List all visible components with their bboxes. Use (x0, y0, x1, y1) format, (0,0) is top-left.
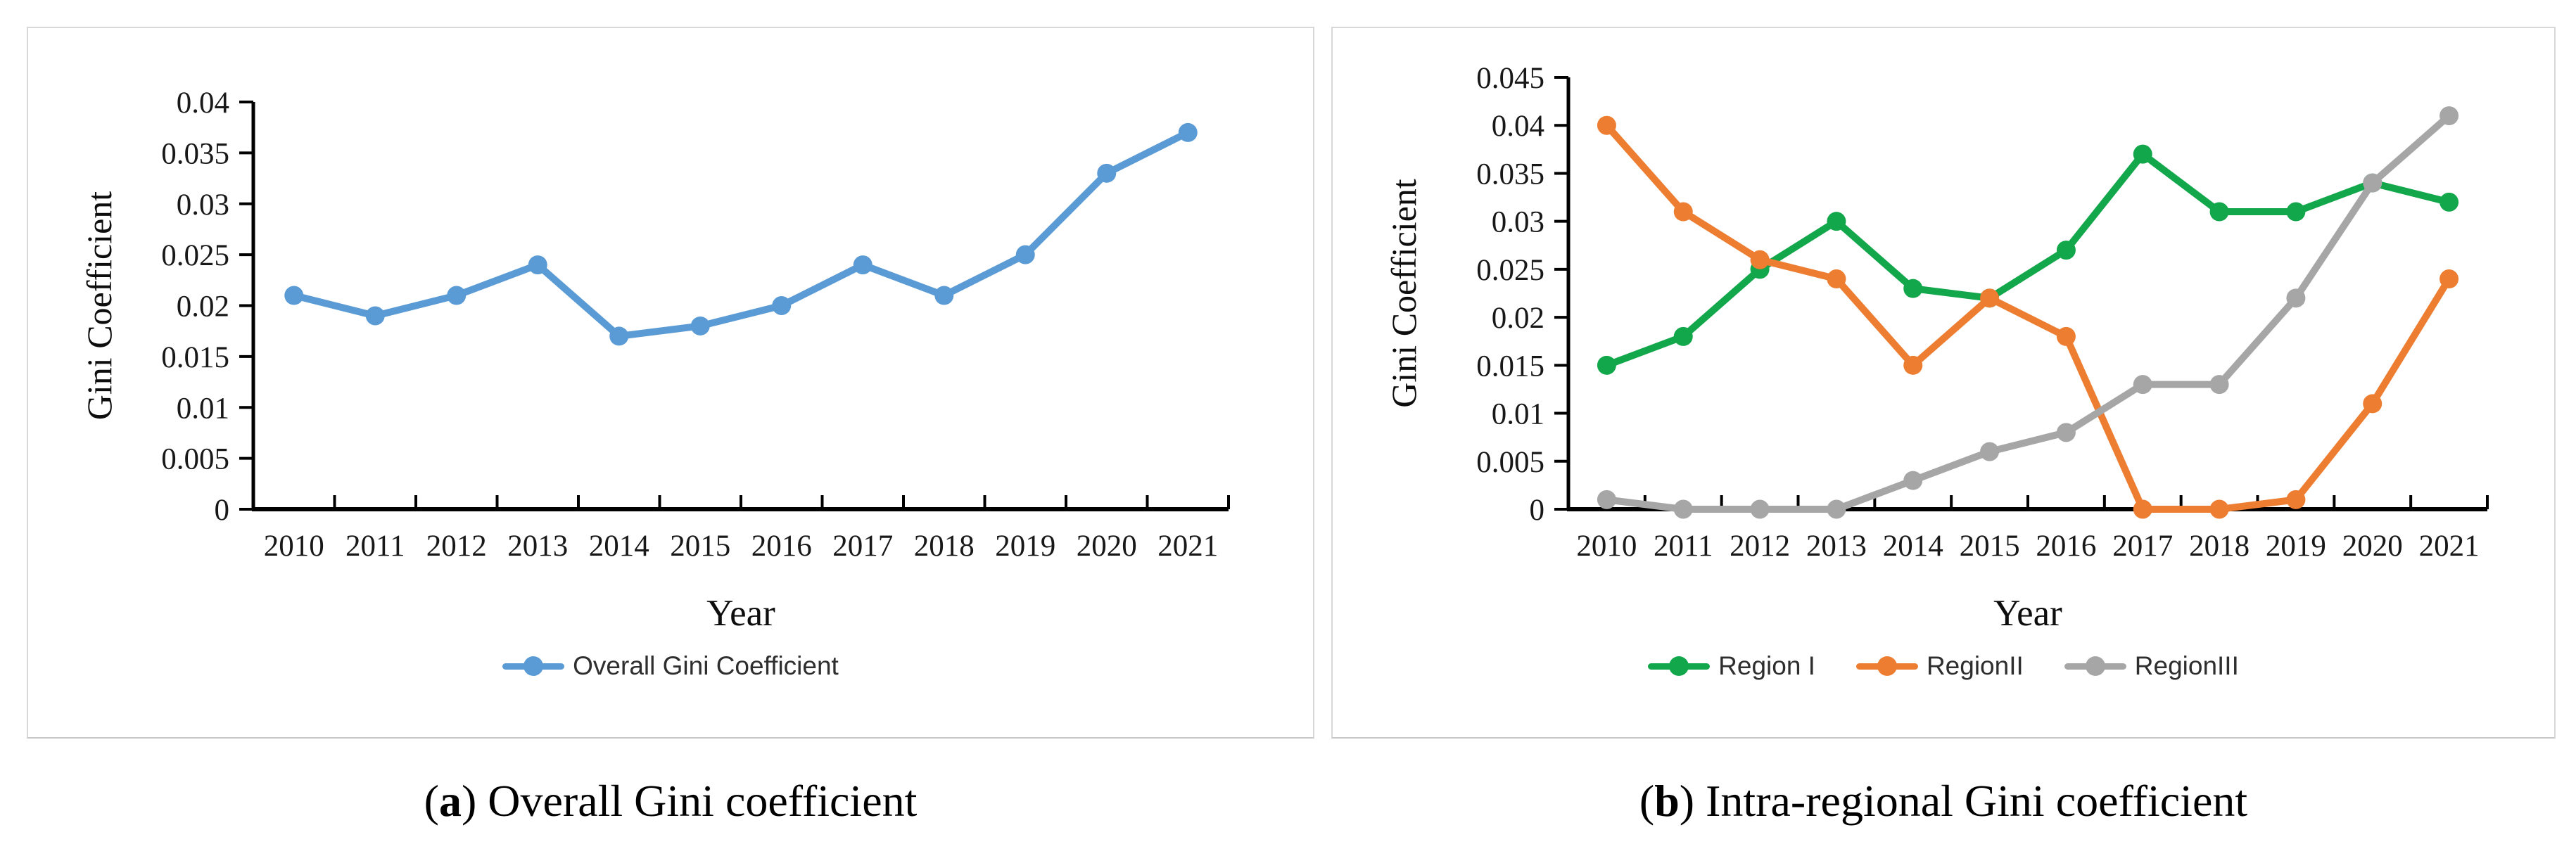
y-tick-label: 0.02 (177, 290, 229, 324)
axes: 0 0.005 0.01 0.015 0.02 0.025 0.03 0.035 0.04 201… (161, 87, 1230, 563)
legend-overall: Overall Gini Coefficient (502, 651, 839, 681)
x-tick-label: 2020 (1077, 530, 1137, 563)
x-tick-label: 2013 (1806, 530, 1867, 563)
axes: 0 0.005 0.01 0.015 0.02 0.025 0.03 0.035 0.04 0.0… (1476, 62, 2489, 563)
x-tick-label: 2019 (2266, 530, 2326, 563)
x-axis-title: Year (706, 593, 775, 634)
caption-a: (a) Overall Gini coefficient (27, 776, 1314, 826)
x-axis-title: Year (1993, 593, 2062, 634)
series-markers-Overall Gini Coefficient (284, 122, 1198, 346)
legend-label: RegionIII (2134, 651, 2239, 680)
y-tick-label: 0 (1530, 494, 1545, 527)
y-tick-label: 0.015 (1476, 350, 1544, 383)
x-tick-label: 2017 (2112, 530, 2173, 563)
x-tick-label: 2014 (589, 530, 649, 563)
x-tick-label: 2016 (2036, 530, 2096, 563)
y-tick-label: 0 (215, 494, 230, 527)
caption-b: (b) Intra-regional Gini coefficient (1331, 776, 2556, 826)
x-tick-label: 2019 (995, 530, 1055, 563)
y-tick-label: 0.01 (1492, 398, 1544, 431)
series-line-RegionII (1603, 122, 2453, 513)
x-tick-label: 2015 (670, 530, 730, 563)
series-markers-RegionIII (1597, 106, 2459, 519)
y-tick-label: 0.03 (1492, 206, 1544, 239)
caption-b-paren-open: ( (1639, 776, 1655, 826)
series-line-Region I (1603, 151, 2453, 369)
x-tick-label: 2015 (1960, 530, 2020, 563)
legend-item: RegionII (1855, 651, 2024, 681)
caption-a-text: ) Overall Gini coefficient (461, 776, 918, 826)
x-tick-label: 2010 (264, 530, 324, 563)
y-tick-label: 0.04 (1492, 110, 1544, 143)
legend-line-marker-icon (1648, 655, 1711, 677)
legend-item: Region I (1648, 651, 1815, 681)
caption-b-text: ) Intra-regional Gini coefficient (1679, 776, 2248, 826)
y-tick-label: 0.025 (1476, 254, 1544, 287)
x-tick-label: 2017 (832, 530, 893, 563)
x-tick-label: 2014 (1883, 530, 1943, 563)
x-tick-label: 2013 (507, 530, 568, 563)
x-tick-label: 2012 (1730, 530, 1790, 563)
y-tick-label: 0.02 (1492, 302, 1544, 335)
x-tick-label: 2011 (1654, 530, 1713, 563)
legend-label: Region I (1718, 651, 1815, 680)
y-tick-label: 0.01 (177, 392, 229, 425)
x-tick-label: 2021 (2419, 530, 2480, 563)
legend-intra-regional: Region I RegionII RegionIII (1648, 651, 2239, 681)
caption-b-letter: b (1654, 776, 1680, 826)
y-tick-label: 0.04 (177, 87, 229, 120)
overall-gini-chart: 0 0.005 0.01 0.015 0.02 0.025 0.03 0.035 0.04 201… (80, 87, 1230, 634)
legend-item: Overall Gini Coefficient (502, 651, 839, 681)
y-tick-label: 0.005 (1476, 446, 1544, 479)
x-tick-label: 2012 (426, 530, 487, 563)
x-tick-label: 2020 (2342, 530, 2403, 563)
y-tick-label: 0.015 (161, 341, 229, 374)
x-tick-label: 2011 (345, 530, 405, 563)
legend-label: Overall Gini Coefficient (573, 651, 839, 680)
y-tick-label: 0.025 (161, 239, 229, 272)
y-tick-label: 0.035 (161, 137, 229, 170)
x-tick-label: 2010 (1576, 530, 1637, 563)
x-tick-label: 2018 (914, 530, 975, 563)
series-line-RegionIII (1603, 112, 2453, 513)
series-markers-RegionII (1597, 115, 2459, 519)
y-tick-label: 0.035 (1476, 158, 1544, 191)
caption-a-paren-open: ( (424, 776, 439, 826)
legend-item: RegionIII (2064, 651, 2239, 681)
intra-regional-gini-chart: 0 0.005 0.01 0.015 0.02 0.025 0.03 0.035 0.04 0.0… (1384, 62, 2489, 634)
y-tick-label: 0.045 (1476, 62, 1544, 95)
x-tick-label: 2018 (2189, 530, 2250, 563)
series-line-Overall Gini Coefficient (290, 129, 1192, 340)
chart-panel-overall: 0 0.005 0.01 0.015 0.02 0.025 0.03 0.035 0.04 201… (27, 27, 1314, 739)
x-tick-label: 2016 (751, 530, 812, 563)
caption-a-letter: a (438, 776, 462, 826)
legend-label: RegionII (1926, 651, 2024, 680)
y-tick-label: 0.005 (161, 443, 229, 476)
chart-panel-intra-regional: 0 0.005 0.01 0.015 0.02 0.025 0.03 0.035 0.04 0.0… (1331, 27, 2556, 739)
x-tick-label: 2021 (1157, 530, 1218, 563)
series-markers-Region I (1597, 144, 2459, 375)
y-tick-label: 0.03 (177, 189, 229, 222)
y-axis-title: Gini Coefficient (1384, 179, 1423, 407)
legend-line-marker-icon (502, 655, 565, 677)
legend-line-marker-icon (2064, 655, 2126, 677)
y-axis-title: Gini Coefficient (80, 191, 119, 420)
legend-line-marker-icon (1855, 655, 1918, 677)
